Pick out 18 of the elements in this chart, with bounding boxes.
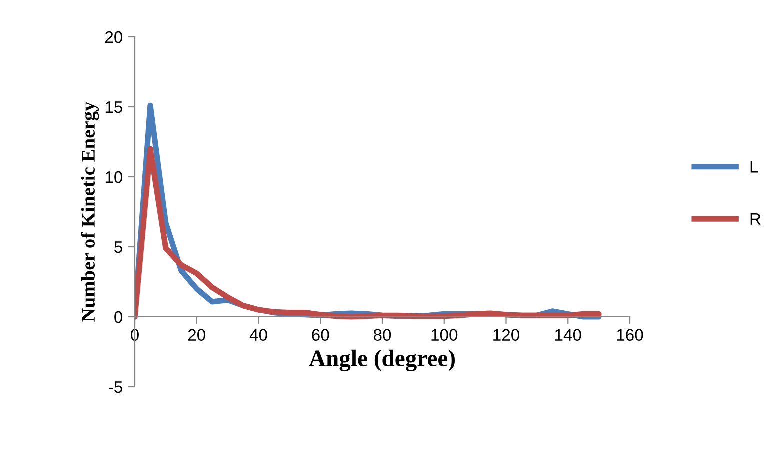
y-axis-title: Number of Kinetic Energy (81, 102, 100, 322)
y-tick-label: 15 (106, 102, 122, 114)
x-tick-label: 140 (555, 329, 582, 342)
y-tick-label: 5 (114, 242, 122, 254)
y-tick-label: 20 (105, 31, 123, 44)
x-axis-title: Angle (degree) (309, 350, 456, 372)
x-tick-label: 160 (617, 329, 644, 342)
legend-label: L (750, 161, 758, 173)
x-tick-label: 20 (188, 329, 206, 342)
y-tick-label: -5 (109, 382, 122, 394)
x-tick-label: 80 (374, 329, 392, 342)
x-tick-label: 100 (432, 329, 458, 342)
x-tick-label: 60 (312, 329, 330, 342)
y-tick-label: 0 (114, 311, 123, 324)
x-tick-label: 120 (494, 329, 520, 342)
x-tick-label: 40 (250, 329, 268, 342)
legend-label: R (750, 213, 761, 225)
y-tick-label: 10 (106, 171, 123, 184)
